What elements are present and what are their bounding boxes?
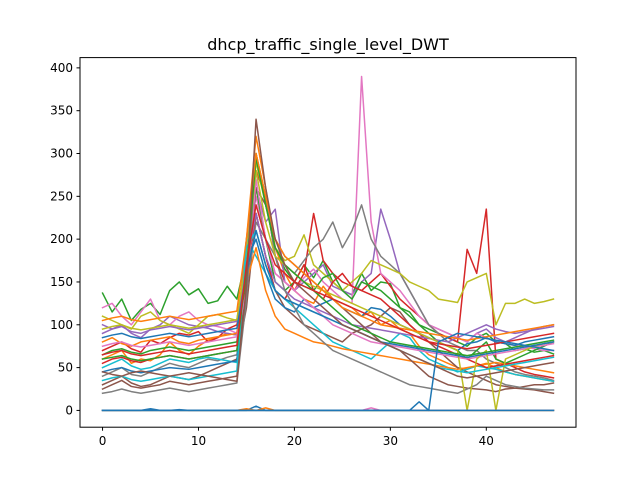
series-line-29 [101, 332, 555, 412]
series-line-6 [101, 204, 555, 382]
y-tick-label-3: 150 [50, 275, 73, 289]
x-tick-label-4: 40 [479, 434, 494, 448]
series-line-16 [101, 152, 555, 395]
series-line-13 [101, 212, 555, 343]
x-tick-label-1: 10 [191, 434, 206, 448]
x-tick-label-2: 20 [287, 434, 302, 448]
y-tick-label-5: 250 [50, 189, 73, 203]
series-line-22 [101, 118, 555, 383]
y-tick-label-0: 0 [65, 403, 73, 417]
series-line-20 [101, 157, 555, 362]
series-line-19 [101, 229, 555, 359]
y-tick-label-4: 200 [50, 232, 73, 246]
series-line-9 [101, 238, 555, 374]
plot-frame [79, 57, 577, 428]
y-tick-label-6: 300 [50, 147, 73, 161]
series-line-10 [101, 246, 555, 374]
y-axis: 0 50 100 150 200 250 300 350 400 [50, 61, 80, 417]
x-tick-label-3: 30 [383, 434, 398, 448]
y-tick-label-7: 350 [50, 104, 73, 118]
series-line-17 [101, 169, 555, 412]
y-tick-label-8: 400 [50, 61, 73, 75]
y-tick-label-2: 100 [50, 318, 73, 332]
series-line-11 [101, 187, 555, 365]
x-axis: 0 10 20 30 40 [99, 427, 494, 448]
x-tick-label-0: 0 [99, 434, 107, 448]
series-line-23 [101, 204, 555, 357]
series-line-21 [101, 152, 555, 341]
chart-title: dhcp_traffic_single_level_DWT [207, 35, 449, 55]
y-tick-label-1: 50 [58, 361, 73, 375]
series-group [101, 75, 555, 412]
